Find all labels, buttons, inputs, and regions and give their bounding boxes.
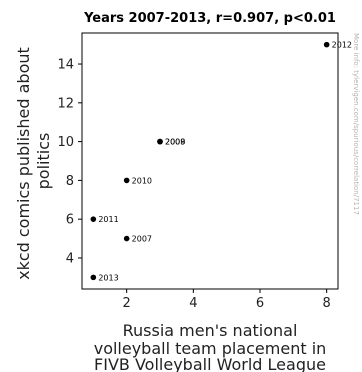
data-point-label: 2010 [132,176,152,185]
x-axis-label-line-2: volleyball team placement in [94,339,327,358]
chart-title: Years 2007-2013, r=0.907, p<0.01 [83,11,336,26]
x-tick-label: 2 [123,296,131,311]
data-point [123,235,130,242]
data-point-label: 2008 [165,138,185,147]
x-tick-label: 4 [189,296,197,311]
y-axis-ticks: 4 6 8 10 12 14 [57,58,82,266]
y-axis-label-line-1: xkcd comics published about [14,47,33,280]
y-tick-label: 4 [66,251,74,266]
x-axis-label-line-3: FIVB Volleyball World League [94,355,326,372]
data-point [123,177,130,184]
x-tick-label: 6 [256,296,264,311]
data-point-label: 2007 [132,235,152,244]
y-tick-label: 14 [57,58,74,73]
y-tick-label: 8 [66,174,74,189]
watermark-text: More info: tylervigen.com/spurious/corre… [352,33,360,215]
data-point [90,274,97,281]
data-point [323,41,330,48]
y-axis-label-line-2: politics [34,133,53,190]
y-axis-label: xkcd comics published about politics [14,42,53,280]
y-tick-label: 10 [57,135,74,150]
x-tick-label: 8 [323,296,331,311]
data-point [90,216,97,222]
y-tick-label: 12 [57,96,74,111]
data-point-label: 2013 [98,273,118,282]
plot-frame [81,32,339,290]
x-axis-ticks: 2 4 6 8 [123,289,331,311]
data-point-label: 2009 [165,138,185,147]
data-point-label: 2011 [98,215,118,224]
y-tick-label: 6 [66,213,74,228]
data-point [157,138,163,145]
data-point-label: 2012 [332,41,352,50]
x-axis-label-line-1: Russia men's national [123,321,298,340]
